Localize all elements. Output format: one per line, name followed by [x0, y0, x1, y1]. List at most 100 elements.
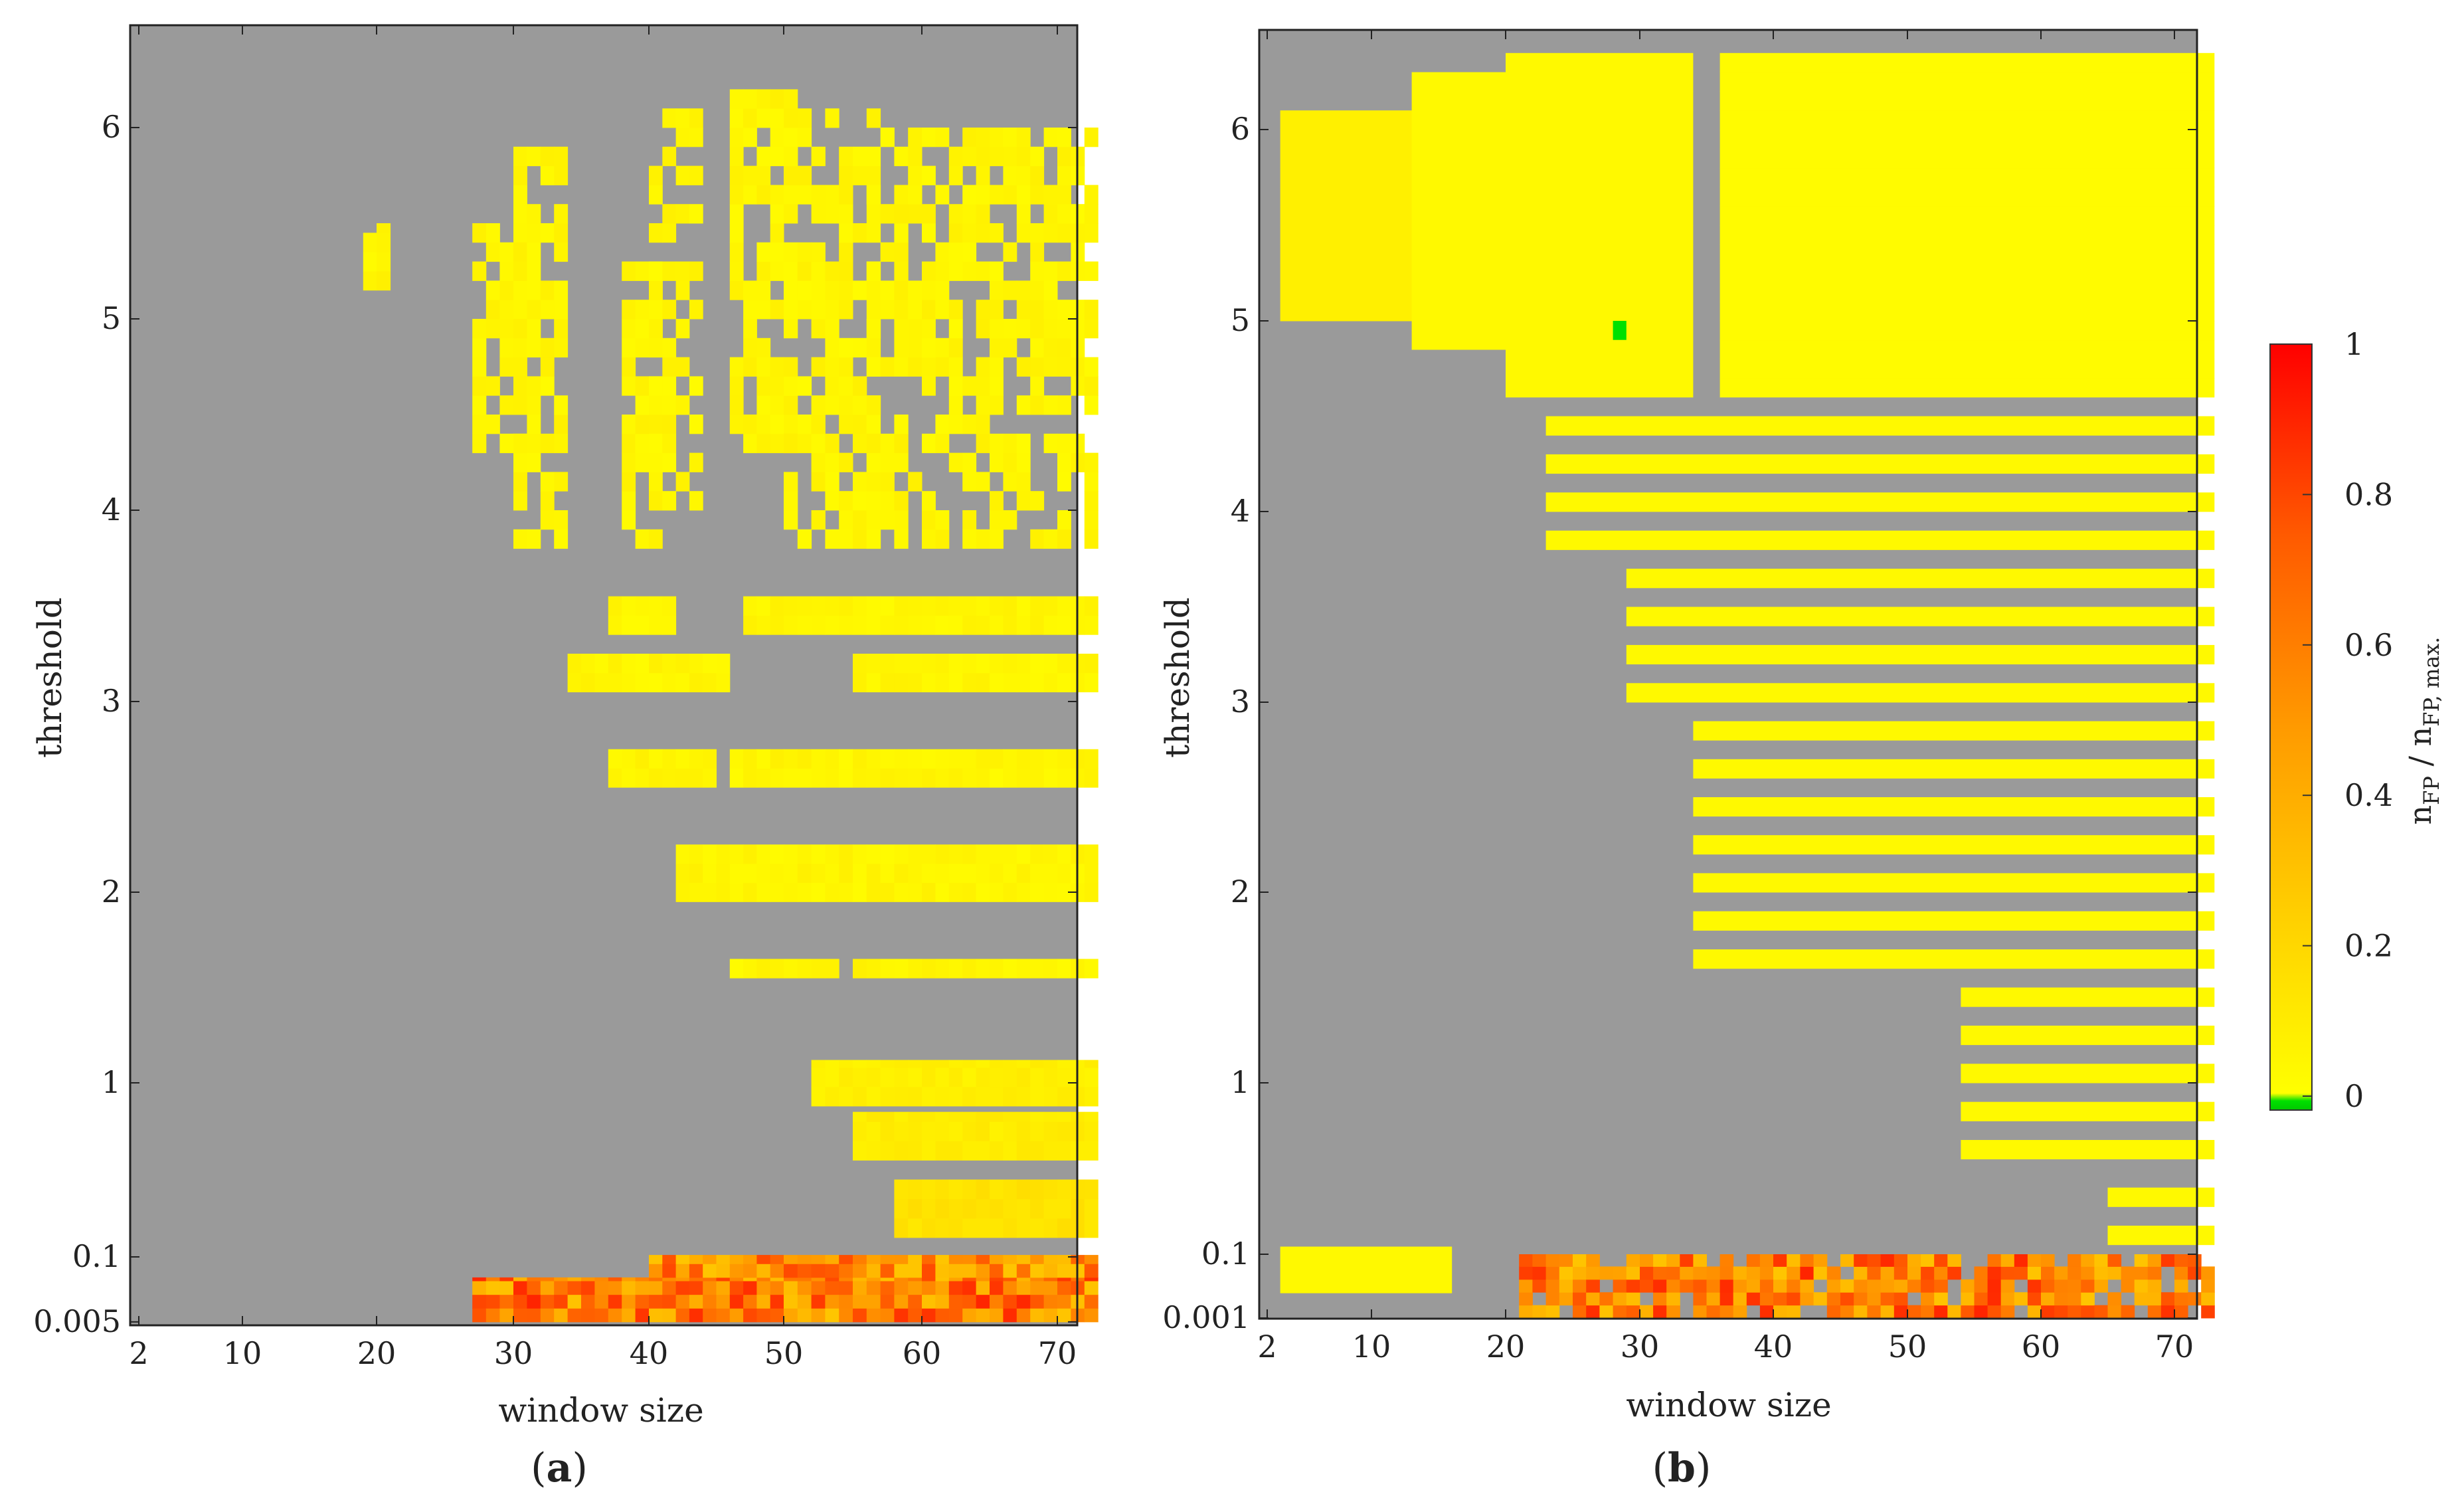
heatmap-cell — [1787, 1279, 1801, 1293]
heatmap-cell — [756, 615, 771, 635]
heatmap-cell — [1586, 1254, 1600, 1267]
heatmap-cell — [948, 337, 963, 358]
heatmap-cell — [1084, 261, 1099, 281]
heatmap-cell — [908, 882, 923, 902]
heatmap-cell — [811, 768, 826, 788]
heatmap-cell — [472, 395, 487, 415]
heatmap-cell — [622, 337, 636, 358]
heatmap-cell — [743, 1277, 757, 1281]
heatmap-cell — [853, 882, 867, 902]
heatmap-cell — [1084, 749, 1099, 769]
x-tick-label: 10 — [1352, 1329, 1391, 1365]
panel-b-letter: b — [1668, 1445, 1696, 1491]
heatmap-cell — [853, 146, 867, 167]
heatmap-cell — [2000, 1305, 2015, 1319]
heatmap-cell — [1921, 1292, 1935, 1306]
heatmap-cell — [948, 319, 963, 339]
heatmap-cell — [990, 1294, 1004, 1309]
heatmap-cell — [811, 1277, 826, 1281]
heatmap-cell — [2027, 1254, 2042, 1267]
heatmap-cell — [894, 1060, 909, 1068]
heatmap-cell — [1003, 242, 1017, 262]
heatmap-cell — [635, 749, 650, 769]
heatmap-cell — [1003, 615, 1017, 635]
heatmap-cell — [1787, 1266, 1801, 1280]
x-tick-label: 40 — [630, 1335, 669, 1371]
heatmap-cell — [1057, 1264, 1071, 1278]
heatmap-cell — [635, 337, 650, 358]
heatmap-band — [1280, 225, 1425, 245]
heatmap-cell — [839, 615, 853, 635]
heatmap-cell — [649, 1281, 663, 1295]
heatmap-cell — [540, 1281, 555, 1295]
heatmap-cell — [1030, 1068, 1045, 1087]
heatmap-cell — [756, 596, 771, 616]
heatmap-cell — [1947, 1266, 1961, 1280]
heatmap-cell — [797, 242, 812, 262]
colorbar-tick-label: 0.2 — [2344, 928, 2393, 964]
panel-a-plot-area — [130, 25, 1099, 1325]
heatmap-cell — [1003, 280, 1017, 300]
colorbar-label-sub-den: FP, max. — [2419, 637, 2444, 727]
colorbar-gradient — [2269, 343, 2313, 1111]
heatmap-cell — [1573, 1305, 1587, 1319]
heatmap-cell — [1043, 596, 1058, 616]
heatmap-cell — [1733, 1266, 1747, 1280]
heatmap-cell — [948, 261, 963, 281]
heatmap-cell — [797, 529, 812, 549]
heatmap-cell — [1003, 319, 1017, 339]
heatmap-cell — [729, 128, 744, 147]
heatmap-cell — [922, 357, 936, 377]
heatmap-cell — [935, 1264, 950, 1278]
heatmap-cell — [976, 1255, 990, 1264]
heatmap-cell — [635, 768, 650, 788]
heatmap-cell — [608, 1277, 622, 1281]
heatmap-cell — [770, 959, 784, 979]
heatmap-cell — [1057, 1060, 1071, 1068]
heatmap-cell — [1084, 1060, 1099, 1068]
heatmap-cell — [990, 261, 1004, 281]
heatmap-band — [1411, 139, 1520, 159]
heatmap-cell — [866, 844, 881, 864]
heatmap-cell — [675, 749, 690, 769]
heatmap-cell — [894, 882, 909, 902]
heatmap-cell — [1043, 1218, 1058, 1238]
heatmap-cell — [770, 882, 784, 902]
heatmap-cell — [540, 146, 555, 167]
heatmap-cell — [811, 1255, 826, 1264]
heatmap-cell — [635, 395, 650, 415]
heatmap-band — [1411, 235, 1520, 254]
heatmap-cell — [839, 863, 853, 884]
heatmap-band — [1280, 263, 1425, 283]
heatmap-cell — [635, 319, 650, 339]
heatmap-cell — [811, 844, 826, 864]
heatmap-band — [1506, 91, 1694, 111]
heatmap-cell — [922, 433, 936, 454]
heatmap-cell — [853, 510, 867, 530]
heatmap-cell — [2014, 1292, 2028, 1306]
heatmap-cell — [935, 280, 950, 300]
heatmap-cell — [948, 242, 963, 262]
heatmap-cell — [554, 1308, 569, 1323]
heatmap-cell — [908, 1264, 923, 1278]
heatmap-cell — [853, 1308, 867, 1323]
heatmap-cell — [1016, 654, 1031, 674]
heatmap-cell — [948, 882, 963, 902]
heatmap-cell — [1519, 1254, 1533, 1267]
heatmap-cell — [1030, 1264, 1045, 1278]
heatmap-cell — [908, 654, 923, 674]
heatmap-cell — [554, 529, 569, 549]
heatmap-cell — [554, 433, 569, 454]
heatmap-cell — [622, 357, 636, 377]
heatmap-cell — [1921, 1305, 1935, 1319]
heatmap-cell — [1043, 1281, 1058, 1295]
heatmap-cell — [990, 433, 1004, 454]
heatmap-cell — [540, 300, 555, 320]
heatmap-cell — [527, 1308, 541, 1323]
heatmap-cell — [703, 1277, 717, 1281]
heatmap-cell — [811, 882, 826, 902]
heatmap-cell — [729, 1281, 744, 1295]
heatmap-cell — [825, 185, 839, 205]
heatmap-cell — [756, 1294, 771, 1309]
heatmap-cell — [2147, 1254, 2162, 1267]
